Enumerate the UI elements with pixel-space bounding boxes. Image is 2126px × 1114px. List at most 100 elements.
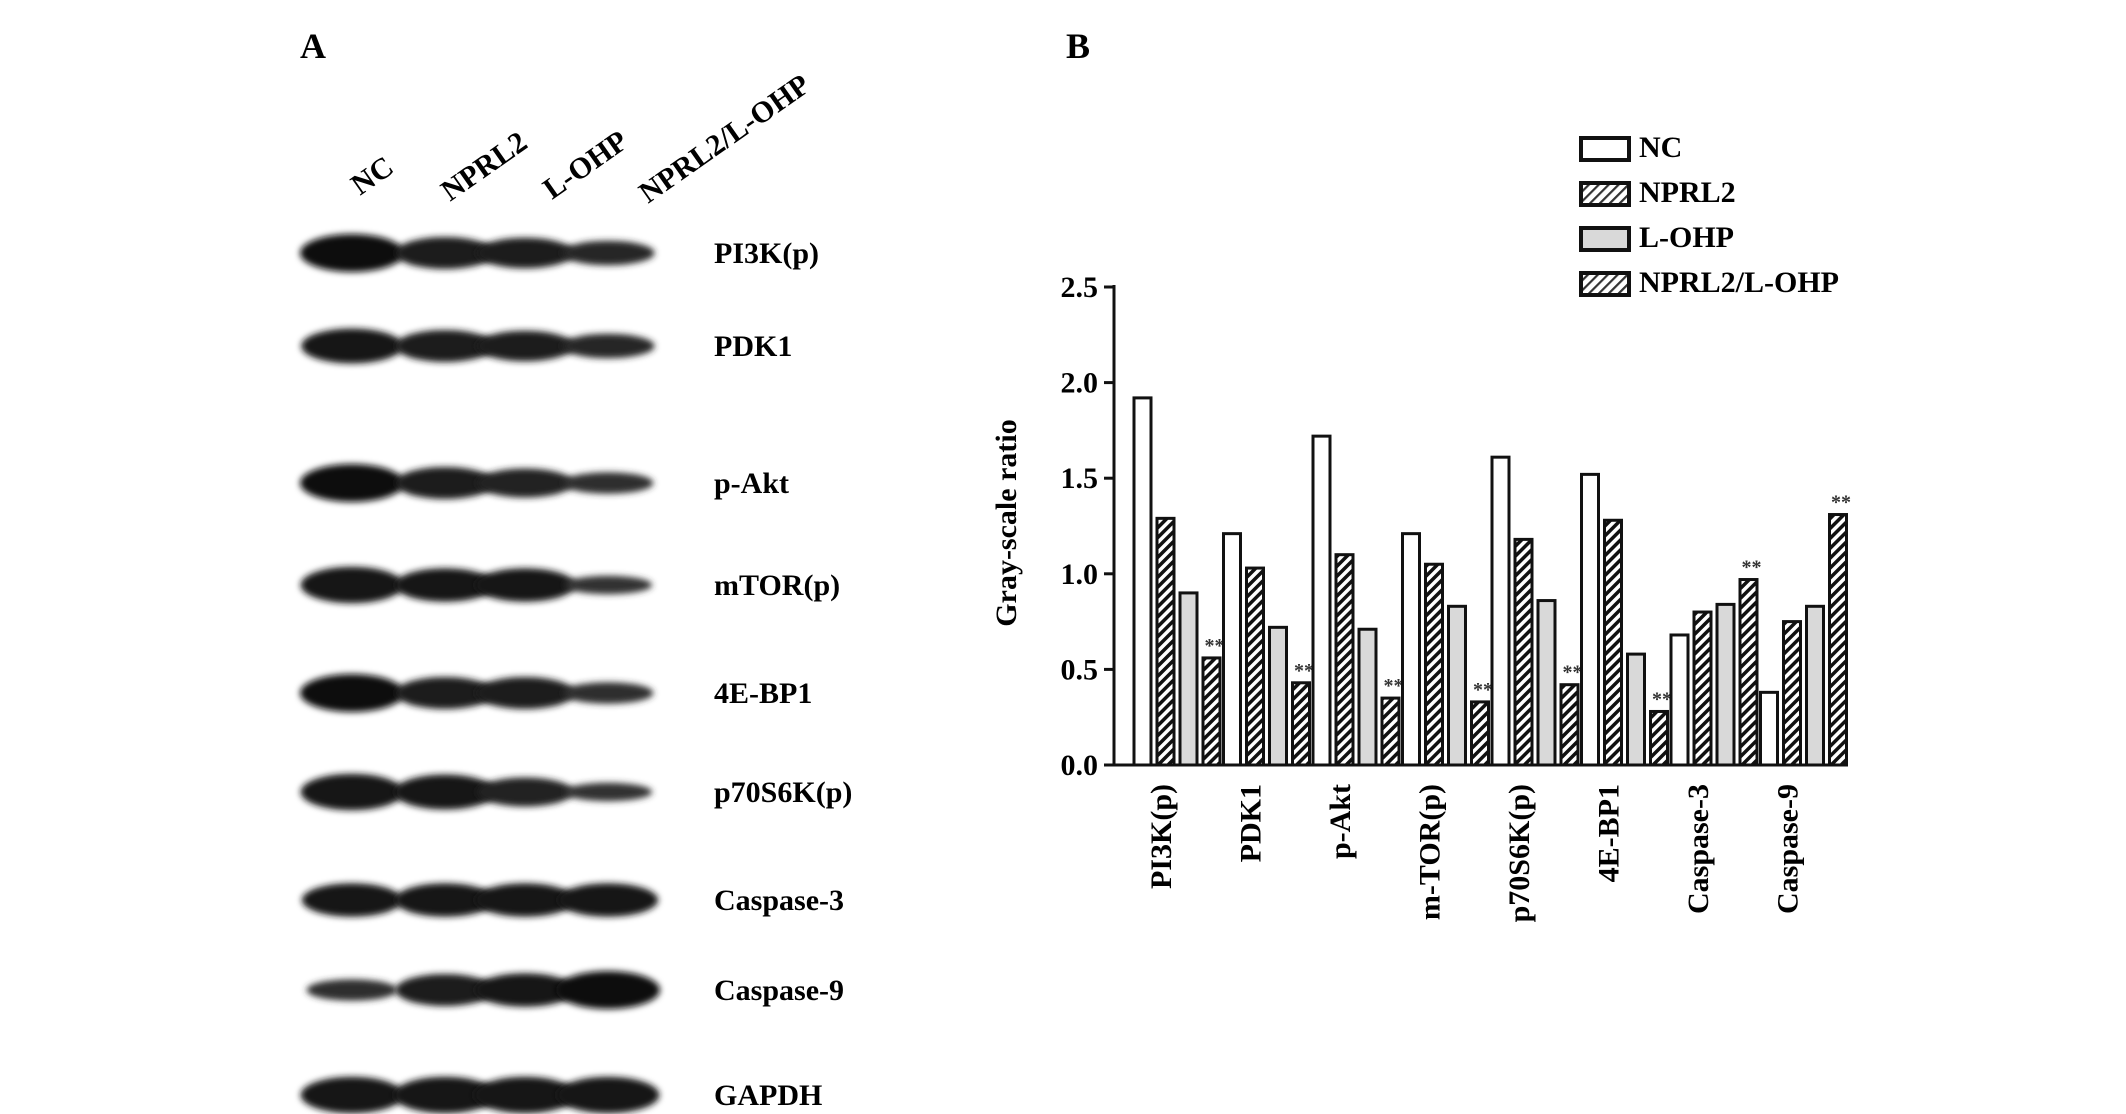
y-axis-title: Gray-scale ratio: [990, 419, 1023, 626]
bar-nprl2: [1155, 516, 1176, 767]
bar-nprl2-l-ohp: [1380, 696, 1401, 767]
lane-labels: NC NPRL2 L-OHP NPRL2/L-OHP: [345, 68, 816, 210]
protein-label: PDK1: [714, 330, 792, 363]
bar-nprl2: [1334, 553, 1355, 767]
protein-label: Caspase-9: [714, 974, 844, 1007]
blot-band: [563, 575, 653, 595]
category-label: Caspase-3: [1682, 784, 1715, 914]
blot-band: [300, 674, 404, 712]
legend-label-nprl2: NPRL2: [1639, 176, 1736, 209]
bar-l-ohp: [1268, 625, 1288, 767]
blot-row-caspase-9: Caspase-9: [306, 971, 844, 1009]
bar-chart-panel: B Gray-scale ratio 0.0 0.5 1.0 1.5 2.0 2.5 **…: [990, 26, 1851, 922]
legend-swatch-nprl2: [1579, 181, 1631, 207]
bar-nc: [1669, 633, 1690, 767]
protein-label: p70S6K(p): [714, 776, 852, 809]
category-label: p-Akt: [1324, 784, 1357, 859]
significance-marker: **: [1473, 679, 1493, 701]
blot-row-caspase-3: Caspase-3: [301, 883, 844, 917]
legend-label-nprl2-l-ohp: NPRL2/L-OHP: [1639, 266, 1839, 299]
bar-l-ohp: [1715, 602, 1736, 767]
bar-nc: [1311, 434, 1332, 767]
blot-row-4e-bp1: 4E-BP1: [300, 674, 812, 712]
blot-band: [562, 682, 654, 704]
legend: NC NPRL2 L-OHP NPRL2/L-OHP: [1579, 131, 1839, 299]
blot-band: [562, 472, 654, 494]
bar-nprl2-l-ohp: [1649, 709, 1669, 767]
blot-band: [474, 973, 576, 1007]
significance-marker: **: [1384, 675, 1404, 697]
bar-l-ohp: [1536, 599, 1557, 767]
bar-nprl2-l-ohp: [1470, 700, 1490, 767]
blot-band: [393, 1076, 497, 1114]
blot-band: [300, 566, 404, 604]
bar-nprl2-l-ohp: [1201, 656, 1222, 767]
blot-band: [476, 237, 574, 269]
blot-band: [306, 979, 398, 1001]
blot-rows: PI3K(p) PDK1 p-Akt mTOR(p) 4E-BP1 p70S6K(p) Ca…: [300, 234, 852, 1114]
blot-row-gapdh: GAPDH: [300, 1076, 822, 1114]
blot-band: [474, 883, 576, 917]
blot-band: [473, 1076, 577, 1114]
blot-band: [395, 974, 495, 1006]
category-label: p70S6K(p): [1503, 784, 1536, 922]
bar-nprl2-l-ohp: [1738, 578, 1759, 767]
bar-nc: [1580, 472, 1600, 767]
blot-band: [300, 773, 404, 811]
chart-axes: 0.0 0.5 1.0 1.5 2.0 2.5: [1061, 271, 1830, 782]
blot-row-p-akt: p-Akt: [300, 464, 789, 502]
blot-band: [556, 1076, 660, 1114]
bar-nprl2: [1424, 562, 1444, 767]
category-label: PDK1: [1234, 784, 1267, 862]
blot-band: [557, 883, 659, 917]
blot-band: [300, 234, 404, 272]
bar-nprl2: [1692, 610, 1713, 767]
bar-l-ohp: [1357, 627, 1378, 767]
category-label: 4E-BP1: [1592, 784, 1625, 882]
lane-label-nprl2-l-ohp: NPRL2/L-OHP: [633, 68, 816, 210]
blot-band: [395, 330, 495, 362]
blot-row-pdk1: PDK1: [301, 328, 792, 364]
blot-row-pi3k-p: PI3K(p): [300, 234, 819, 272]
bar-nprl2: [1245, 566, 1265, 767]
blot-band: [395, 467, 495, 499]
protein-label: p-Akt: [714, 467, 789, 500]
y-tick-label: 0.0: [1061, 749, 1099, 782]
chart-bars: ** PI3K(p) ** PDK1 ** p-Akt ** m-TOR(p) ** p70S6K…: [1132, 396, 1851, 922]
blot-band: [300, 464, 404, 502]
category-label: m-TOR(p): [1413, 784, 1446, 920]
protein-label: 4E-BP1: [714, 677, 812, 710]
bar-l-ohp: [1178, 591, 1199, 767]
blot-band: [476, 777, 574, 807]
significance-marker: **: [1652, 688, 1672, 710]
legend-label-l-ohp: L-OHP: [1639, 221, 1734, 254]
blot-row-mtor-p: mTOR(p): [300, 566, 840, 604]
legend-swatch-l-ohp: [1579, 226, 1631, 252]
y-tick-label: 2.5: [1061, 271, 1099, 304]
bar-nc: [1401, 532, 1421, 767]
blot-band: [561, 333, 655, 359]
panel-a-letter: A: [300, 26, 326, 66]
blot-band: [561, 240, 655, 266]
y-tick-label: 0.5: [1061, 653, 1099, 686]
legend-swatch-nprl2-l-ohp: [1579, 271, 1631, 297]
y-tick-label: 1.5: [1061, 462, 1099, 495]
blot-band: [394, 568, 496, 602]
bar-nc: [1132, 396, 1153, 767]
bar-nprl2: [1603, 518, 1623, 767]
blot-band: [301, 328, 403, 364]
bar-nprl2: [1513, 537, 1534, 767]
significance-marker: **: [1742, 557, 1762, 579]
protein-label: GAPDH: [714, 1079, 822, 1112]
y-tick-label: 2.0: [1061, 367, 1099, 400]
bar-l-ohp: [1447, 604, 1467, 767]
blot-band: [394, 774, 496, 810]
blot-band: [301, 883, 403, 917]
blot-band: [556, 971, 660, 1009]
legend-swatch-nc: [1579, 136, 1631, 162]
significance-marker: **: [1205, 635, 1225, 657]
lane-label-nc: NC: [345, 150, 399, 202]
protein-label: PI3K(p): [714, 237, 819, 270]
bar-nc: [1222, 532, 1242, 767]
